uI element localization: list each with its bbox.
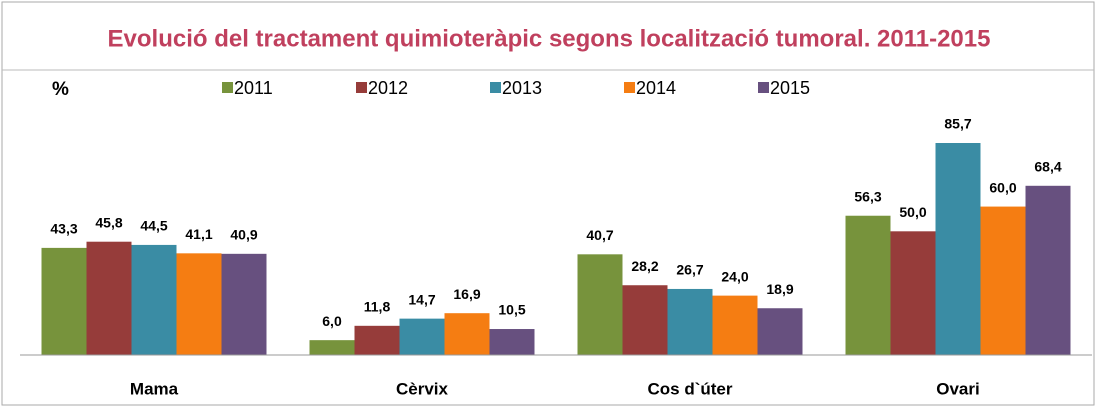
bar: [489, 329, 535, 355]
legend-label: 2013: [502, 78, 542, 98]
value-label: 43,3: [50, 221, 77, 237]
legend-label: 2014: [636, 78, 676, 98]
x-tick-label: Ovari: [936, 379, 979, 398]
legend-label: 2011: [234, 78, 273, 98]
bar: [444, 313, 490, 355]
legend-swatch: [222, 82, 233, 93]
bar: [577, 254, 623, 355]
bar: [41, 247, 87, 355]
value-label: 50,0: [899, 204, 926, 220]
legend-swatch: [624, 82, 635, 93]
bar: [667, 288, 713, 355]
value-label: 14,7: [408, 291, 435, 307]
legend-label: 2015: [770, 78, 810, 98]
x-tick-label: Cèrvix: [396, 379, 449, 398]
bar: [354, 325, 400, 355]
x-tick-label: Cos d`úter: [648, 379, 733, 398]
value-label: 24,0: [721, 268, 748, 284]
bar: [622, 285, 668, 355]
value-label: 18,9: [766, 281, 793, 297]
legend-swatch: [758, 82, 769, 93]
value-label: 28,2: [631, 258, 658, 274]
legend-swatch: [490, 82, 501, 93]
value-label: 56,3: [854, 188, 881, 204]
y-axis-label: %: [52, 79, 69, 100]
value-label: 41,1: [185, 226, 212, 242]
bar: [890, 231, 936, 355]
bar: [131, 244, 177, 355]
bar: [757, 308, 803, 355]
bar: [309, 340, 355, 355]
bar: [221, 253, 267, 355]
bar: [86, 241, 132, 355]
value-label: 16,9: [453, 286, 480, 302]
value-label: 26,7: [676, 262, 703, 278]
value-label: 10,5: [498, 302, 525, 318]
chart-title: Evolució del tractament quimioteràpic se…: [108, 25, 991, 52]
bar: [712, 295, 758, 355]
value-label: 40,7: [586, 227, 613, 243]
value-label: 40,9: [230, 227, 257, 243]
value-label: 6,0: [322, 313, 342, 329]
legend-swatch: [356, 82, 367, 93]
value-label: 68,4: [1034, 158, 1061, 174]
bar: [1025, 185, 1071, 355]
value-label: 85,7: [944, 116, 971, 132]
value-label: 44,5: [140, 218, 167, 234]
bar: [176, 253, 222, 355]
value-label: 60,0: [989, 179, 1016, 195]
value-label: 11,8: [364, 299, 391, 315]
bar: [980, 206, 1026, 355]
legend-label: 2012: [368, 78, 408, 98]
bar: [399, 318, 445, 355]
value-label: 45,8: [95, 214, 122, 230]
x-tick-label: Mama: [130, 379, 179, 398]
bar: [935, 143, 981, 355]
bar: [845, 215, 891, 355]
